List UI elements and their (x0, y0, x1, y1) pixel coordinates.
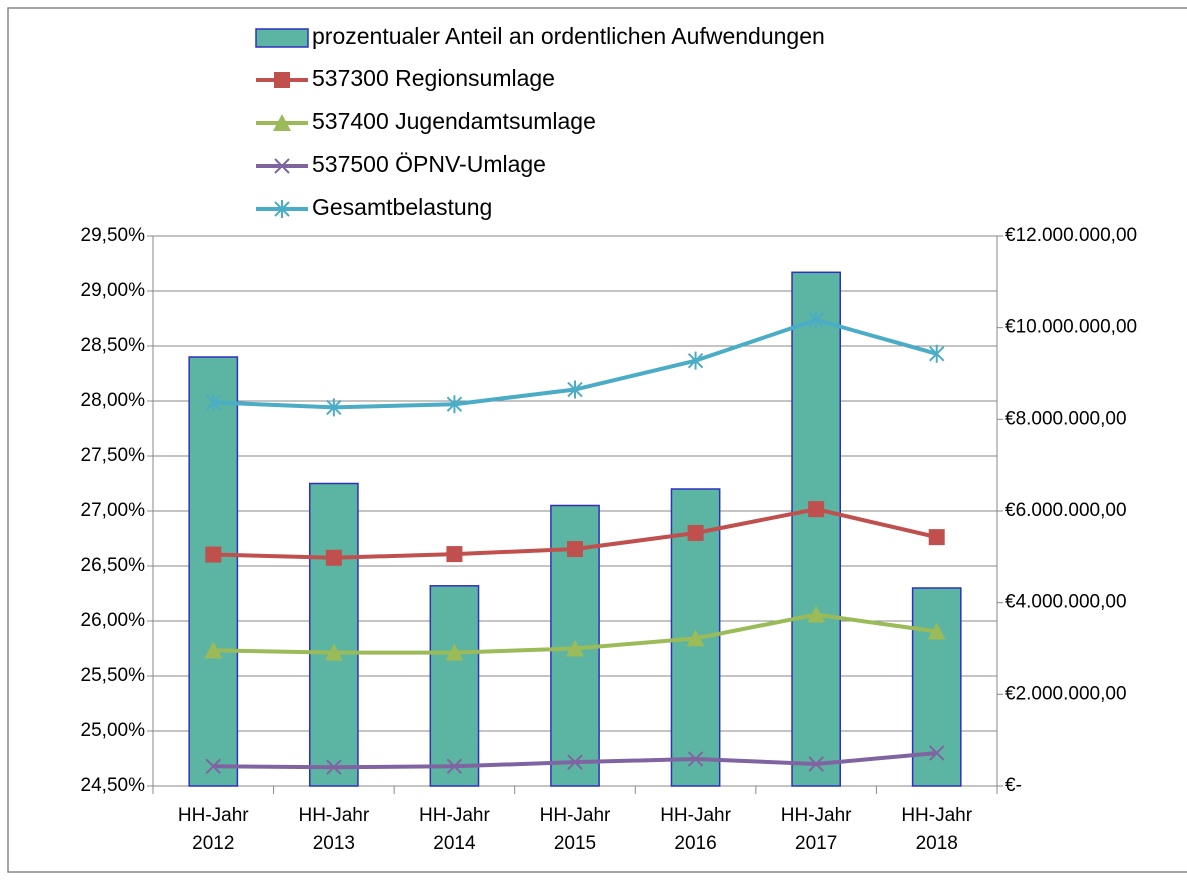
y2-tick-label: €4.000.000,00 (1005, 592, 1127, 613)
legend-label: Gesamtbelastung (312, 194, 492, 220)
bar (188, 356, 239, 787)
y-tick-label: 29,00% (81, 280, 146, 301)
y-tick-label: 28,50% (81, 335, 146, 356)
x-tick-label: HH-Jahr 2017 (780, 805, 852, 854)
line-marker (326, 398, 342, 417)
line-marker (326, 759, 342, 775)
y-tick-label: 26,00% (81, 610, 146, 631)
line-marker (567, 380, 583, 399)
legend-marker (274, 158, 290, 174)
y-tick-label: 27,00% (81, 500, 146, 521)
y-tick-label: 29,50% (81, 225, 146, 246)
line-marker (807, 605, 826, 623)
bar (429, 585, 480, 787)
y2-tick-label: €6.000.000,00 (1005, 500, 1127, 521)
legend-label: 537400 Jugendamtsumlage (312, 108, 596, 134)
y2-tick-label: €10.000.000,00 (1005, 317, 1137, 338)
y-tick-label: 25,50% (81, 665, 146, 686)
line-marker (205, 546, 222, 563)
y2-tick-label: €12.000.000,00 (1005, 225, 1137, 246)
y-tick-label: 26,50% (81, 555, 146, 576)
line-marker (928, 529, 945, 546)
line-marker (566, 639, 584, 657)
legend-label: 537300 Regionsumlage (312, 65, 555, 91)
line-marker (687, 525, 704, 541)
x-tick-label: HH-Jahr 2013 (298, 805, 370, 854)
y2-tick-label: €2.000.000,00 (1005, 683, 1127, 704)
line-marker (808, 310, 824, 329)
legend-marker (273, 114, 291, 131)
bar (791, 271, 842, 787)
line-marker (205, 393, 221, 412)
y-tick-label: 27,50% (81, 445, 146, 466)
line-marker (324, 643, 343, 661)
x-tick-label: HH-Jahr 2016 (660, 805, 731, 854)
line-marker (808, 756, 824, 772)
legend-label: 537500 ÖPNV-Umlage (312, 151, 546, 177)
x-tick-label: HH-Jahr 2012 (177, 805, 249, 854)
line-marker (929, 344, 945, 363)
x-tick-label: HH-Jahr 2014 (419, 805, 490, 854)
line-marker (446, 546, 463, 563)
y-tick-label: 25,00% (81, 720, 146, 741)
line-marker (808, 501, 825, 518)
line-marker (325, 549, 342, 566)
line-marker (204, 641, 223, 659)
chart-border (7, 7, 1187, 873)
y2-tick-label: €8.000.000,00 (1005, 408, 1127, 429)
y-tick-label: 28,00% (81, 390, 146, 411)
y-tick-label: 24,50% (81, 775, 146, 796)
line-marker (445, 643, 464, 661)
legend-swatch (255, 28, 309, 48)
line-marker (927, 622, 946, 640)
line-marker (567, 541, 583, 558)
line-marker (687, 351, 704, 370)
legend-marker (274, 200, 290, 218)
x-tick-label: HH-Jahr 2018 (901, 805, 973, 854)
line-marker (205, 758, 221, 774)
y2-tick-label: €- (1005, 775, 1022, 796)
line-marker (567, 754, 583, 770)
line-marker (687, 751, 704, 767)
legend-marker (274, 72, 290, 88)
x-tick-label: HH-Jahr 2015 (539, 805, 611, 854)
line-marker (929, 745, 945, 761)
line-marker (446, 395, 463, 414)
bar (308, 482, 359, 787)
line-marker (446, 758, 463, 774)
legend-label: prozentualer Anteil an ordentlichen Aufw… (312, 23, 825, 49)
line-marker (686, 629, 705, 647)
